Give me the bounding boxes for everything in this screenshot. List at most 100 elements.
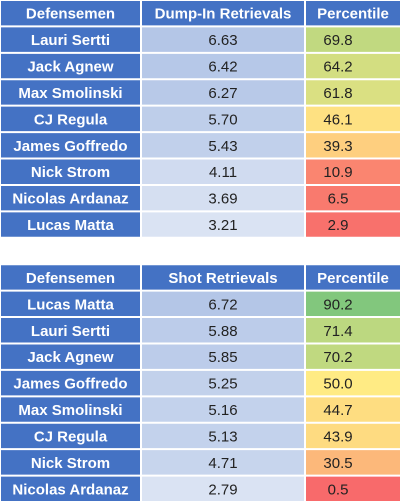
percentile-value: 39.3 xyxy=(323,138,352,155)
retrieval-value: 3.69 xyxy=(208,191,237,208)
name-cell xyxy=(0,105,141,133)
percentile-value: 10.9 xyxy=(323,164,352,181)
percentile-cell xyxy=(305,343,401,370)
percentile-cell xyxy=(305,396,401,423)
name-cell xyxy=(0,158,141,185)
value-cell xyxy=(141,79,305,106)
percentile-value: 46.1 xyxy=(323,111,352,128)
player-name: Jack Agnew xyxy=(27,59,113,76)
value-cell xyxy=(141,475,305,502)
percentile-cell xyxy=(305,317,401,344)
percentile-value: 71.4 xyxy=(323,323,352,340)
player-name: Lucas Matta xyxy=(27,296,114,313)
value-cell xyxy=(141,52,305,80)
value-cell xyxy=(141,184,305,212)
retrieval-value: 5.43 xyxy=(208,138,237,155)
name-cell xyxy=(0,79,141,106)
header-bg xyxy=(0,0,401,27)
percentile-cell xyxy=(305,158,401,185)
retrieval-value: 5.25 xyxy=(208,376,237,393)
name-cell xyxy=(0,184,141,212)
name-cell xyxy=(0,317,141,344)
value-cell xyxy=(141,211,305,238)
retrieval-value: 6.72 xyxy=(208,296,237,313)
value-cell xyxy=(141,396,305,423)
value-cell xyxy=(141,26,305,53)
name-cell xyxy=(0,26,141,53)
player-name: James Goffredo xyxy=(13,138,127,155)
retrieval-value: 5.85 xyxy=(208,349,237,366)
player-name: Max Smolinski xyxy=(18,402,122,419)
percentile-value: 61.8 xyxy=(323,85,352,102)
percentile-value: 30.5 xyxy=(323,455,352,472)
retrieval-value: 6.63 xyxy=(208,32,237,49)
percentile-cell xyxy=(305,26,401,53)
percentile-value: 70.2 xyxy=(323,349,352,366)
player-name: Nicolas Ardanaz xyxy=(12,481,128,498)
name-cell xyxy=(0,422,141,450)
name-cell xyxy=(0,211,141,238)
percentile-value: 44.7 xyxy=(323,402,352,419)
player-name: Lucas Matta xyxy=(27,217,114,234)
retrieval-value: 6.42 xyxy=(208,59,237,76)
value-cell xyxy=(141,369,305,397)
player-name: CJ Regula xyxy=(34,428,108,445)
name-cell xyxy=(0,396,141,423)
name-cell xyxy=(0,369,141,397)
player-name: Nick Strom xyxy=(31,455,110,472)
column-header: Defensemen xyxy=(26,270,115,287)
retrieval-value: 5.16 xyxy=(208,402,237,419)
value-cell xyxy=(141,290,305,318)
player-name: Lauri Sertti xyxy=(31,32,110,49)
name-cell xyxy=(0,343,141,370)
percentile-cell xyxy=(305,422,401,450)
column-header: Shot Retrievals xyxy=(168,270,277,287)
percentile-cell xyxy=(305,449,401,476)
percentile-value: 0.5 xyxy=(328,481,349,498)
retrieval-value: 3.21 xyxy=(208,217,237,234)
percentile-cell xyxy=(305,184,401,212)
percentile-value: 43.9 xyxy=(323,428,352,445)
retrieval-value: 2.79 xyxy=(208,481,237,498)
percentile-cell xyxy=(305,52,401,80)
value-cell xyxy=(141,105,305,133)
value-cell xyxy=(141,343,305,370)
percentile-value: 64.2 xyxy=(323,59,352,76)
player-name: Lauri Sertti xyxy=(31,323,110,340)
value-cell xyxy=(141,132,305,159)
percentile-cell xyxy=(305,475,401,502)
value-cell xyxy=(141,158,305,185)
player-name: Nick Strom xyxy=(31,164,110,181)
retrieval-value: 5.88 xyxy=(208,323,237,340)
percentile-cell xyxy=(305,369,401,397)
percentile-value: 69.8 xyxy=(323,32,352,49)
percentile-cell xyxy=(305,211,401,238)
name-cell xyxy=(0,449,141,476)
retrieval-value: 6.27 xyxy=(208,85,237,102)
percentile-value: 90.2 xyxy=(323,296,352,313)
percentile-value: 6.5 xyxy=(328,191,349,208)
column-header: Percentile xyxy=(317,270,389,287)
name-cell xyxy=(0,52,141,80)
player-name: CJ Regula xyxy=(34,111,108,128)
retrieval-value: 4.11 xyxy=(209,164,237,181)
header-bg xyxy=(0,264,401,291)
player-name: Jack Agnew xyxy=(27,349,113,366)
percentile-cell xyxy=(305,290,401,318)
column-header: Defensemen xyxy=(26,6,115,23)
player-name: James Goffredo xyxy=(13,376,127,393)
column-header: Dump-In Retrievals xyxy=(155,6,292,23)
player-name: Max Smolinski xyxy=(18,85,122,102)
value-cell xyxy=(141,449,305,476)
percentile-cell xyxy=(305,79,401,106)
value-cell xyxy=(141,422,305,450)
percentile-cell xyxy=(305,105,401,133)
retrieval-value: 5.13 xyxy=(208,428,237,445)
retrieval-value: 4.71 xyxy=(208,455,237,472)
value-cell xyxy=(141,317,305,344)
retrieval-value: 5.70 xyxy=(208,111,237,128)
percentile-cell xyxy=(305,132,401,159)
player-name: Nicolas Ardanaz xyxy=(12,191,128,208)
name-cell xyxy=(0,475,141,502)
